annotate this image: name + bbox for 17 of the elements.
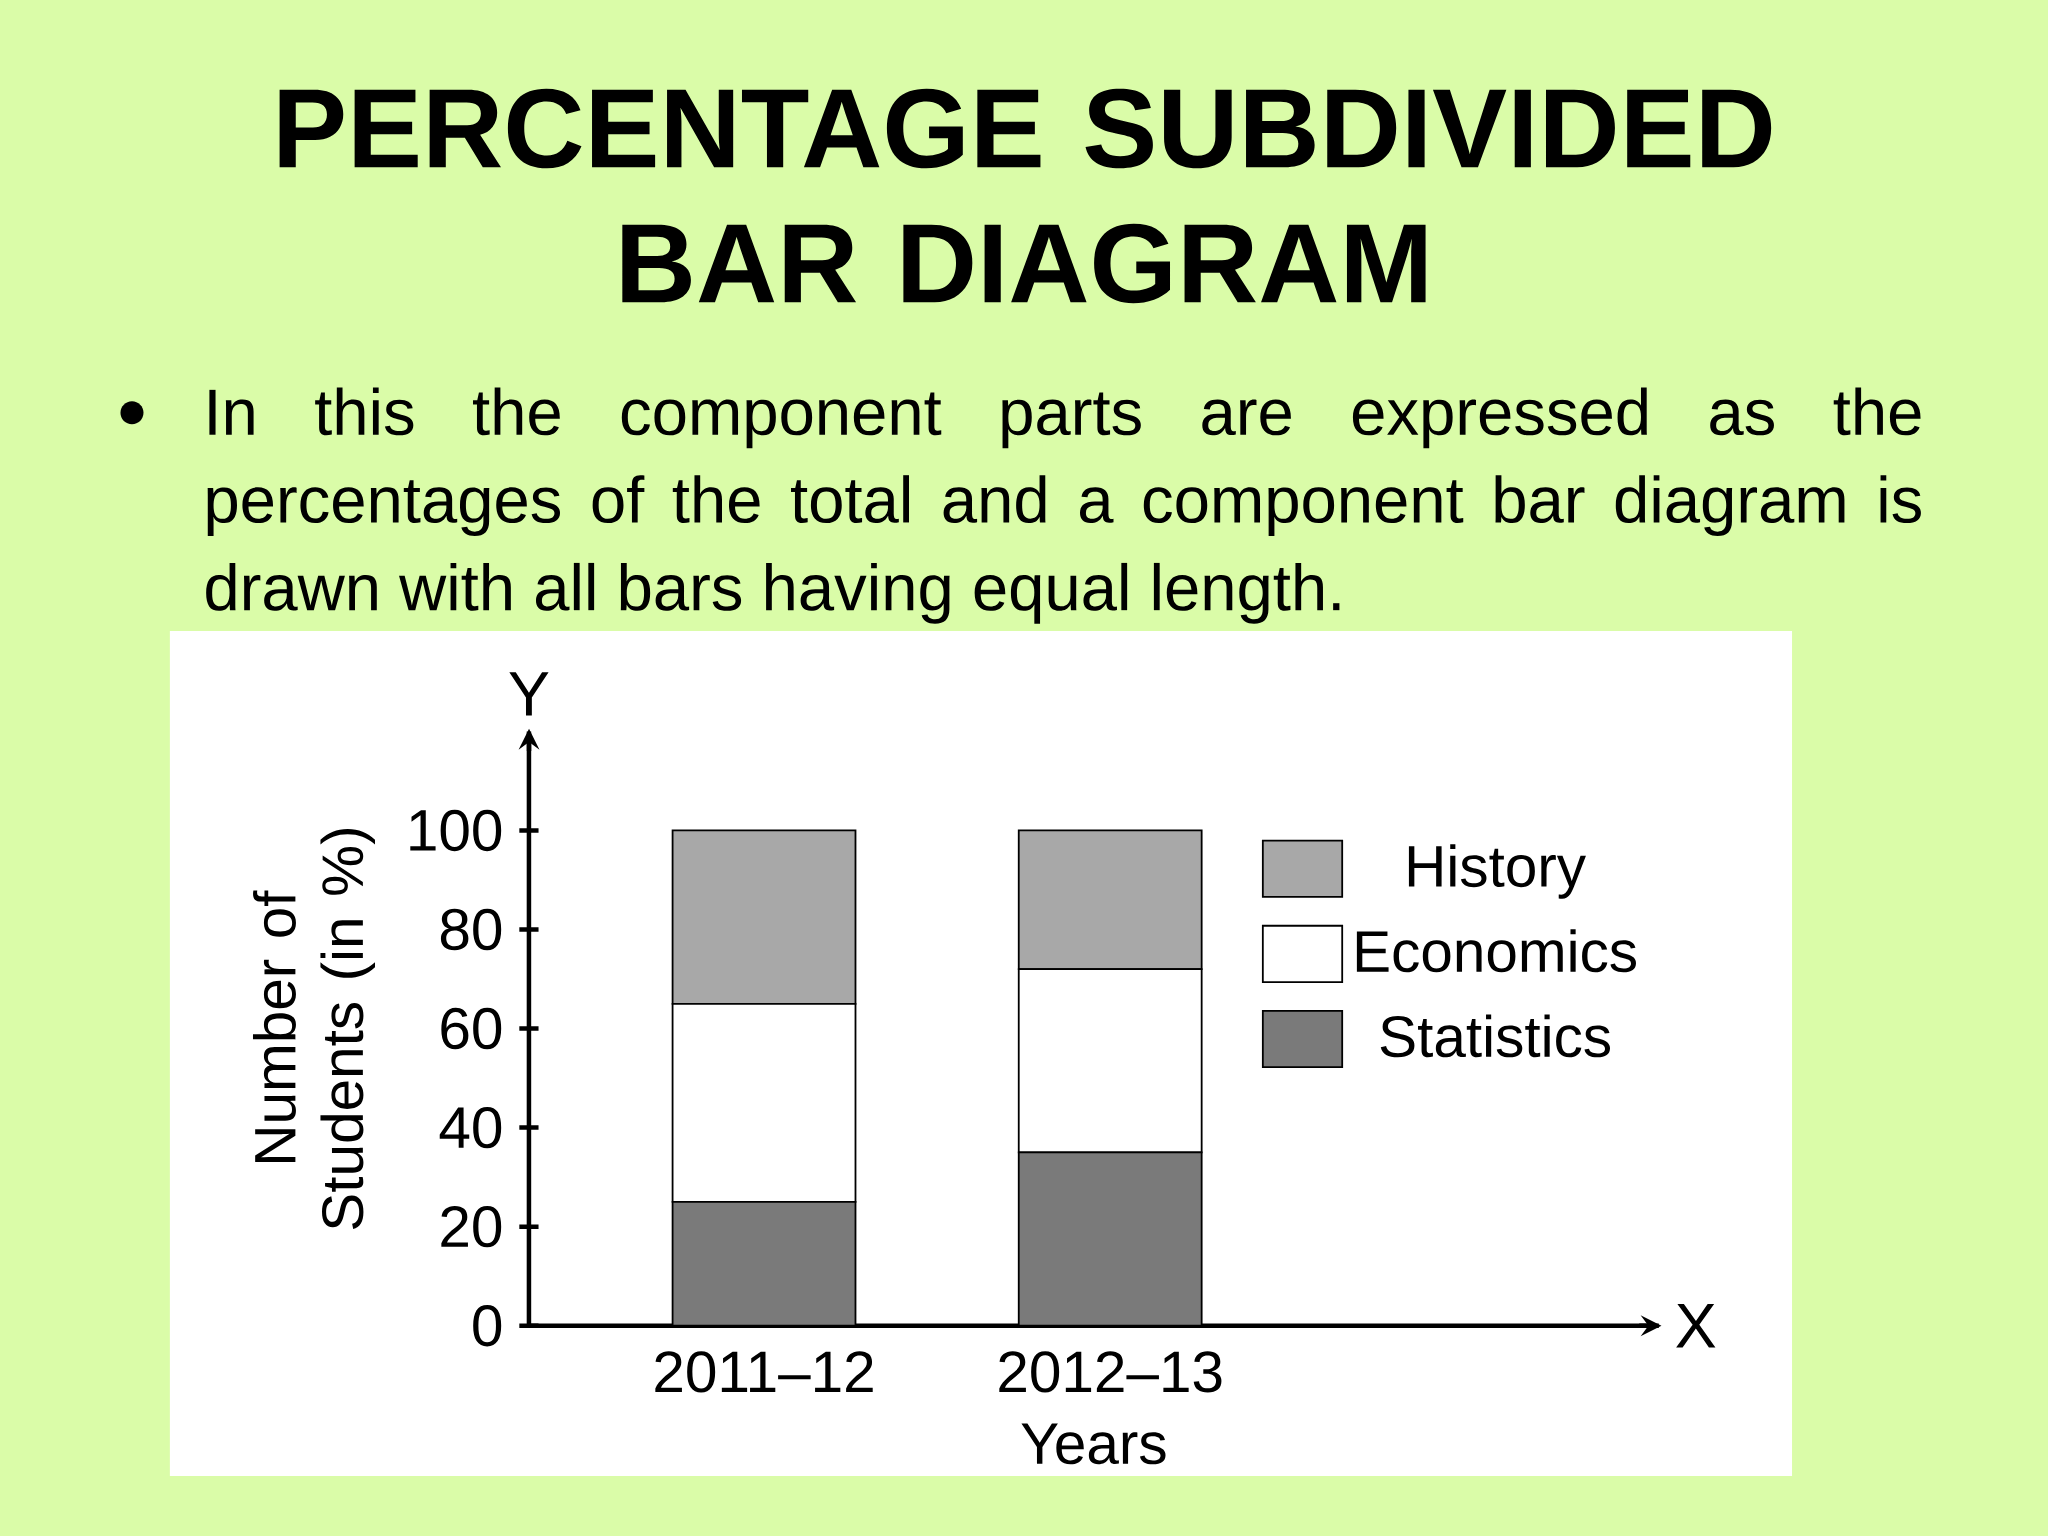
chart-title: PERCENTAGE SUBDIVIDED BAR DIAGRAM [279, 88, 1772, 304]
y-tick-label: 80 [440, 908, 502, 951]
y-tick-label: 0 [473, 1304, 502, 1347]
legend-label: History [1408, 844, 1586, 899]
x-axis-title: Years [1021, 1423, 1166, 1465]
chart-subtitle: In this the component parts are expressed as the percentages of the total and a component bar diagram is drawn with all bars having equal length. [206, 387, 1921, 624]
y-tick-label: 60 [441, 1007, 502, 1050]
text: Y [509, 672, 549, 716]
y-axis-title: Number of Students (in %) [252, 829, 375, 1230]
legend-label: Statistics [1380, 1014, 1611, 1058]
x-tick-label: 2011–12 [655, 1351, 873, 1393]
text: X [1676, 1304, 1716, 1348]
y-tick-label: 20 [441, 1205, 502, 1248]
legend-label: Economics [1356, 929, 1636, 973]
y-tick-label: 100 [410, 809, 502, 852]
y-tick-label: 40 [439, 1106, 502, 1149]
x-tick-label: 2012–13 [999, 1351, 1222, 1393]
